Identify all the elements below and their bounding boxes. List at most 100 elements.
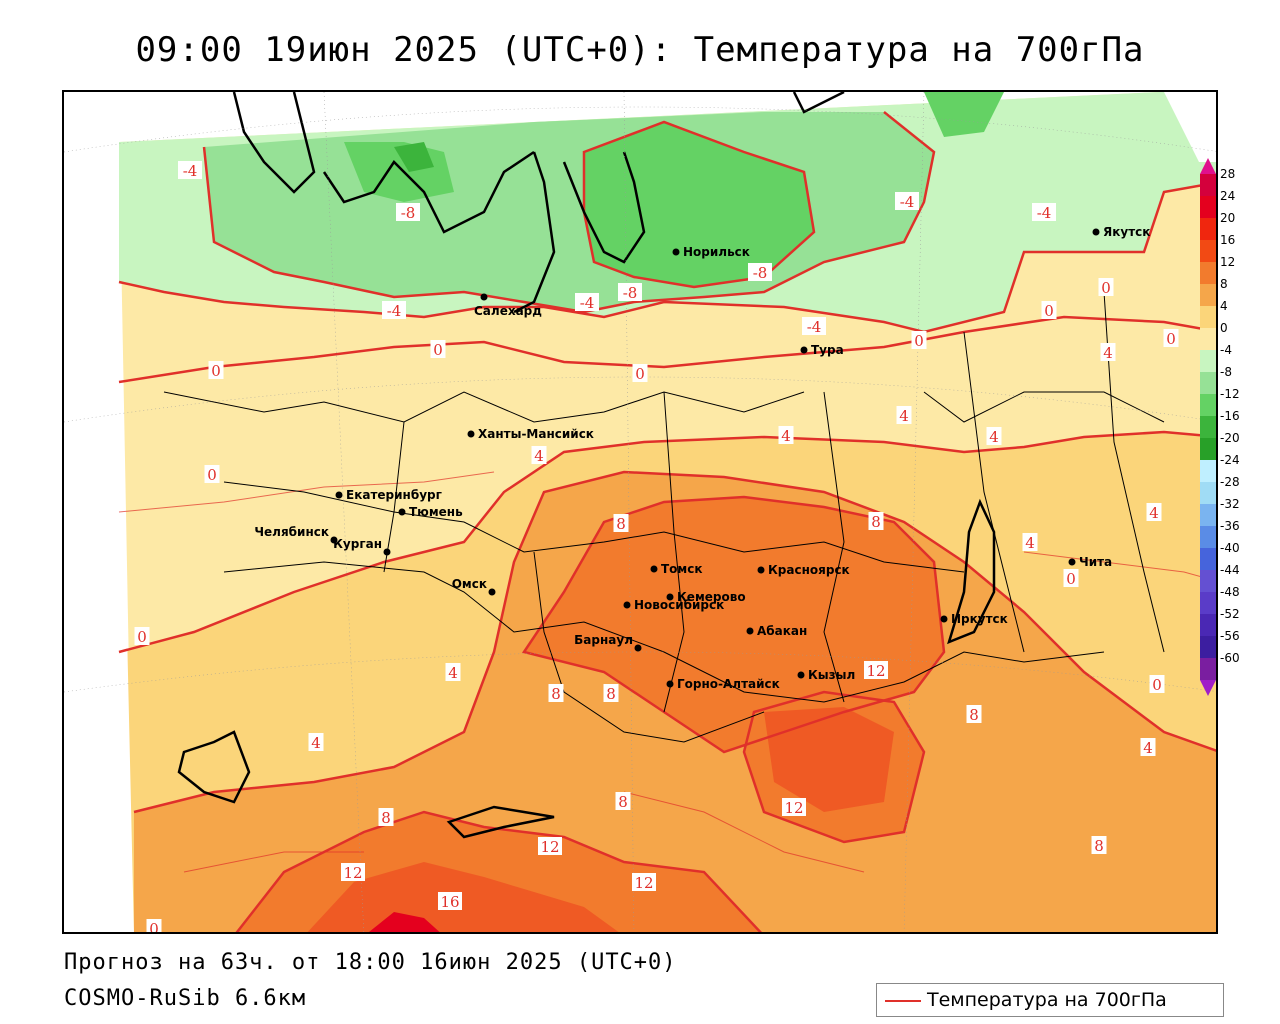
city-marker (666, 593, 674, 601)
scale-tick-label: -24 (1220, 453, 1240, 467)
city-marker (383, 548, 391, 556)
isoline-label-bg (911, 331, 927, 349)
city-marker (797, 671, 805, 679)
scale-tick-label: -20 (1220, 431, 1240, 445)
isoline-label-bg (1063, 569, 1079, 587)
isoline-label-bg (618, 283, 642, 301)
scale-swatch (1200, 394, 1216, 416)
scale-tick-label: 0 (1220, 321, 1228, 335)
scale-swatch (1200, 504, 1216, 526)
city-marker (467, 430, 475, 438)
isoline-label: 0 (1044, 302, 1054, 320)
scale-swatch (1200, 262, 1216, 284)
scale-tick-label: -40 (1220, 541, 1240, 555)
isoline-label-bg (1032, 203, 1056, 221)
isoline-label: 4 (781, 427, 791, 445)
scale-tick-label: -28 (1220, 475, 1240, 489)
city-label: Курган (333, 537, 382, 551)
isoline-label: 0 (1101, 279, 1111, 297)
city-marker (330, 536, 338, 544)
isoline-label: -8 (753, 264, 768, 282)
city-marker (488, 588, 496, 596)
band-20b (764, 707, 894, 812)
city-marker (634, 644, 642, 652)
isoline-label: -4 (900, 193, 915, 211)
isoline-label: -4 (807, 318, 822, 336)
boundaries (163, 291, 1165, 743)
scale-tick-label: 8 (1220, 277, 1228, 291)
page-title: 09:00 19июн 2025 (UTC+0): Температура на… (135, 30, 1145, 70)
isoline-label-bg (632, 364, 648, 382)
isoline-label-bg (378, 808, 394, 826)
isoline-label: 12 (634, 874, 653, 892)
isoline-label: 8 (871, 513, 881, 531)
city-marker (757, 566, 765, 574)
scale-swatch (1200, 240, 1216, 262)
city-label: Норильск (683, 245, 750, 259)
scale-tick-label: -8 (1220, 365, 1232, 379)
isoline-label: 0 (137, 628, 147, 646)
band-24 (369, 912, 440, 932)
isoline-label-bg (895, 192, 919, 210)
city-label: Тура (811, 343, 844, 357)
scale-tick-label: 12 (1220, 255, 1236, 269)
isoline-label: -8 (401, 204, 416, 222)
isoline-label-bg (341, 863, 365, 881)
isoline-label-bg (208, 361, 224, 379)
isoline-label: 4 (448, 664, 458, 682)
isoline-label-bg (1140, 738, 1156, 756)
isoline-label-bg (868, 512, 884, 530)
scale-swatch (1200, 284, 1216, 306)
isoline-label: 0 (1066, 570, 1076, 588)
isoline-label-bg (615, 792, 631, 810)
city-label: Кызыл (808, 668, 855, 682)
isolines (118, 111, 1216, 932)
isoline-label-bg (1149, 675, 1165, 693)
isoline-label-bg (531, 446, 547, 464)
isoline-label: 8 (616, 515, 626, 533)
isoline-label: 4 (1103, 344, 1113, 362)
cities: Якутск Норильск Салехард Тура Ханты-Мансийск… (254, 225, 1150, 691)
isoline-label-bg (748, 263, 772, 281)
isoline-label: 8 (1094, 837, 1104, 855)
isoline-label: 4 (1143, 739, 1153, 757)
city-label: Омск (452, 577, 487, 591)
scale-swatch (1200, 482, 1216, 504)
scale-arrow-top (1200, 158, 1216, 174)
isoline-label: 8 (618, 793, 628, 811)
isoline-label-bg (308, 733, 324, 751)
isoline-label-bg (778, 426, 794, 444)
legend: Температура на 700гПа (876, 983, 1224, 1017)
isoline-label-bg (1041, 301, 1057, 319)
scale-tick-label: 20 (1220, 211, 1236, 225)
temperature-map[interactable]: -4 -8 -4 -4 -8 -4 -4 -4 0 0 0 0 0 0 0 0 0 0 4 4 4 4 4 4 4 4 8 8 8 8 8 8… (62, 90, 1218, 934)
isoline-label-bg (864, 661, 888, 679)
city-label: Кемерово (677, 590, 746, 604)
scale-tick-label: -4 (1220, 343, 1232, 357)
scale-swatch (1200, 570, 1216, 592)
isoline-label-bg (1098, 278, 1114, 296)
isoline-label-bg (204, 465, 220, 483)
isoline-label: 0 (207, 466, 217, 484)
isoline-label: 8 (606, 685, 616, 703)
city-label: Екатеринбург (346, 488, 442, 502)
scale-tick-label: -44 (1220, 563, 1240, 577)
city-label: Ханты-Мансийск (478, 427, 594, 441)
scale-swatch (1200, 306, 1216, 328)
scale-tick-label: -12 (1220, 387, 1240, 401)
scale-tick-label: 24 (1220, 189, 1236, 203)
isoline-label: 4 (1149, 504, 1159, 522)
model-name: COSMO-RuSib 6.6км (64, 986, 307, 1011)
scale-arrow-bottom (1200, 680, 1216, 696)
isoline-label: -4 (1037, 204, 1052, 222)
isoline-label: 0 (433, 341, 443, 359)
scale-tick-label: -52 (1220, 607, 1240, 621)
isoline-label: 4 (989, 428, 999, 446)
city-label: Томск (661, 562, 703, 576)
city-label: Красноярск (768, 563, 850, 577)
isoline-label-bg (445, 663, 461, 681)
city-label: Тюмень (409, 505, 463, 519)
scale-tick-label: -56 (1220, 629, 1240, 643)
temperature-scale: 28 24 20 16 12 8 4 0 -4 -8 -12 -16 -20 -24 -28 -32 -36 -4… (1198, 158, 1280, 696)
isoline-label: -4 (183, 162, 198, 180)
